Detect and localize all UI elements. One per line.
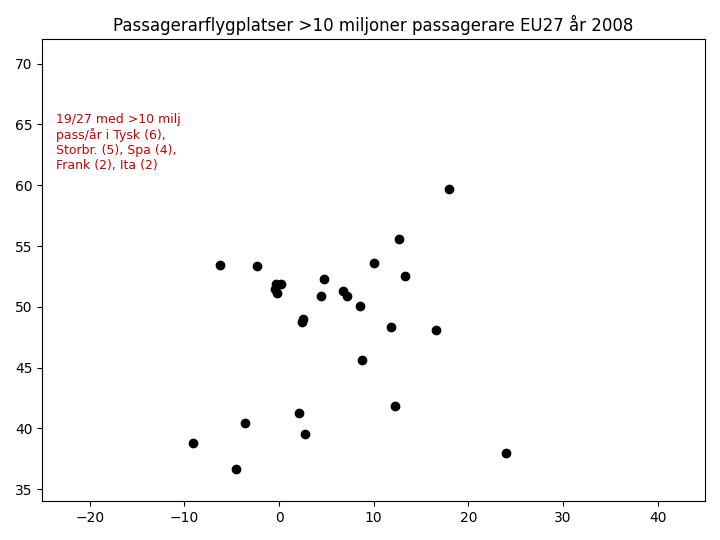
Title: Passagerarflygplatser >10 miljoner passagerare EU27 år 2008: Passagerarflygplatser >10 miljoner passa… xyxy=(114,15,634,35)
Text: 19/27 med >10 milj
pass/år i Tysk (6),
Storbr. (5), Spa (4),
Frank (2), Ita (2): 19/27 med >10 milj pass/år i Tysk (6), S… xyxy=(55,112,180,172)
